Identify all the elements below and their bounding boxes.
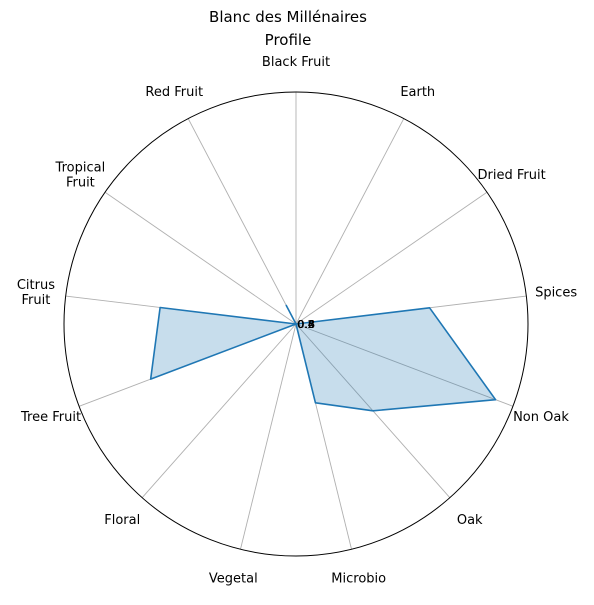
radial-tick-label: 0.8: [298, 318, 316, 331]
radial-tick-label: 0.4: [297, 318, 315, 331]
category-label-line: Floral: [104, 513, 140, 528]
category-label-line: Citrus: [17, 277, 55, 292]
series-fill: [150, 305, 496, 411]
category-label-line: Oak: [457, 513, 483, 528]
category-label: Dried Fruit: [478, 168, 546, 183]
radial-tick-label: 0.6: [297, 318, 315, 331]
category-label-line: Tree Fruit: [20, 409, 81, 424]
category-label: Tree Fruit: [20, 409, 81, 424]
category-label: Spices: [535, 285, 577, 300]
category-label: Non Oak: [513, 409, 569, 424]
category-label-line: Fruit: [66, 175, 95, 190]
category-labels: Black Fruit Earth Dried Fruit Spices Non Oak…: [17, 55, 577, 586]
spoke-line: [104, 191, 297, 325]
category-label: Black Fruit: [262, 55, 330, 70]
radial-tick-labels: 0.20.40.60.8: [297, 318, 315, 331]
category-label: Earth: [400, 85, 435, 100]
spoke-line: [141, 323, 297, 498]
spoke-line: [187, 118, 297, 325]
category-label: Floral: [104, 513, 140, 528]
chart-title-line: Blanc des Millénaires: [209, 8, 367, 26]
category-label-line: Black Fruit: [262, 55, 330, 70]
category-label-line: Tropical: [55, 160, 106, 175]
category-label: Oak: [457, 513, 483, 528]
category-label-line: Microbio: [331, 571, 386, 586]
category-label: Tropical Fruit: [55, 160, 106, 190]
spoke-line: [295, 191, 488, 325]
category-label-line: Dried Fruit: [478, 168, 546, 183]
chart-title: Blanc des Millénaires Profile: [209, 8, 367, 49]
category-label-line: Red Fruit: [145, 85, 203, 100]
category-label-line: Spices: [535, 285, 577, 300]
spoke-line: [295, 323, 514, 407]
chart-title-line: Profile: [265, 31, 312, 49]
category-label-line: Earth: [400, 85, 435, 100]
category-label: Vegetal: [209, 571, 258, 586]
category-label: Red Fruit: [145, 85, 203, 100]
category-label: Citrus Fruit: [17, 277, 55, 307]
category-label-line: Non Oak: [513, 409, 569, 424]
category-label-line: Vegetal: [209, 571, 258, 586]
outer-frame: [63, 91, 529, 557]
spoke-line: [240, 323, 297, 550]
spoke-line: [295, 118, 405, 325]
series-area: [149, 304, 497, 412]
category-label: Microbio: [331, 571, 386, 586]
category-label-line: Fruit: [21, 292, 50, 307]
radial-tick-label: 0.2: [297, 318, 315, 331]
